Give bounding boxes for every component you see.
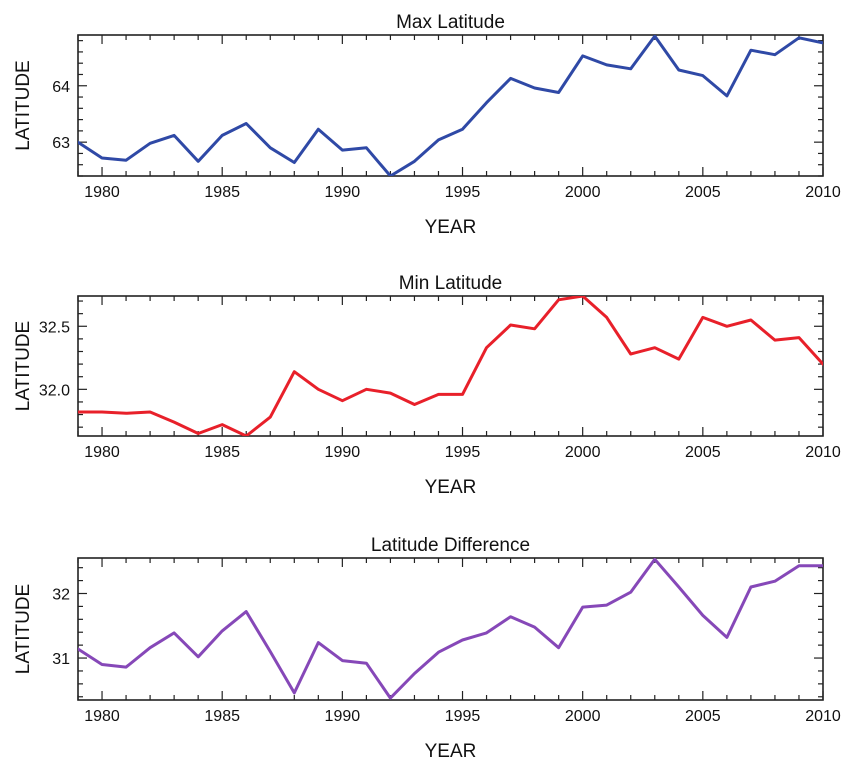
x-tick-label: 2000 [565,708,601,725]
x-tick-label: 2000 [565,444,601,461]
y-tick-label: 31 [52,651,70,668]
x-tick-label: 2005 [685,708,721,725]
x-tick-label: 1985 [204,444,240,461]
x-tick-label: 1980 [84,184,120,201]
y-axis-label: LATITUDE [13,321,34,411]
x-axis-label: YEAR [425,741,477,757]
y-axis-label: LATITUDE [13,584,34,674]
x-tick-label: 2000 [565,184,601,201]
x-tick-label: 2010 [805,708,841,725]
plot-frame [77,295,824,437]
x-tick-label: 1985 [204,184,240,201]
chart-panel-2: Min Latitude 1980 1985 1990 1995 2000 2005 2010… [13,273,841,498]
y-tick-label: 32.0 [39,382,70,399]
chart-title: Max Latitude [396,12,505,33]
plot-frame [77,557,824,701]
chart-title: Min Latitude [399,273,503,294]
x-tick-label: 1990 [325,444,361,461]
x-tick-label: 1995 [445,708,481,725]
x-tick-label: 1980 [84,708,120,725]
y-tick-label: 32 [52,587,70,604]
x-axis-label: YEAR [425,217,477,238]
x-tick-label: 1980 [84,444,120,461]
x-tick-label: 1985 [204,708,240,725]
series-line [78,296,823,436]
x-tick-label: 1995 [445,444,481,461]
chart-title: Latitude Difference [371,535,530,556]
series-line [78,35,823,176]
x-tick-label: 2005 [685,444,721,461]
y-tick-label: 63 [52,135,70,152]
y-tick-label: 64 [52,79,70,96]
x-tick-label: 1995 [445,184,481,201]
chart-panel-1: Max Latitude 1980 1985 1990 1995 2000 2005 2010… [13,12,841,238]
x-tick-label: 1990 [325,708,361,725]
y-axis-label: LATITUDE [13,60,34,150]
chart-panel-3: Latitude Difference 1980 1985 1990 1995 2000 2… [13,535,841,757]
x-axis-label: YEAR [425,477,477,498]
plot-frame [77,34,824,177]
y-tick-label: 32.5 [39,319,70,336]
x-tick-label: 2010 [805,184,841,201]
series-line [78,558,823,700]
x-tick-label: 2005 [685,184,721,201]
x-tick-label: 2010 [805,444,841,461]
x-tick-label: 1990 [325,184,361,201]
